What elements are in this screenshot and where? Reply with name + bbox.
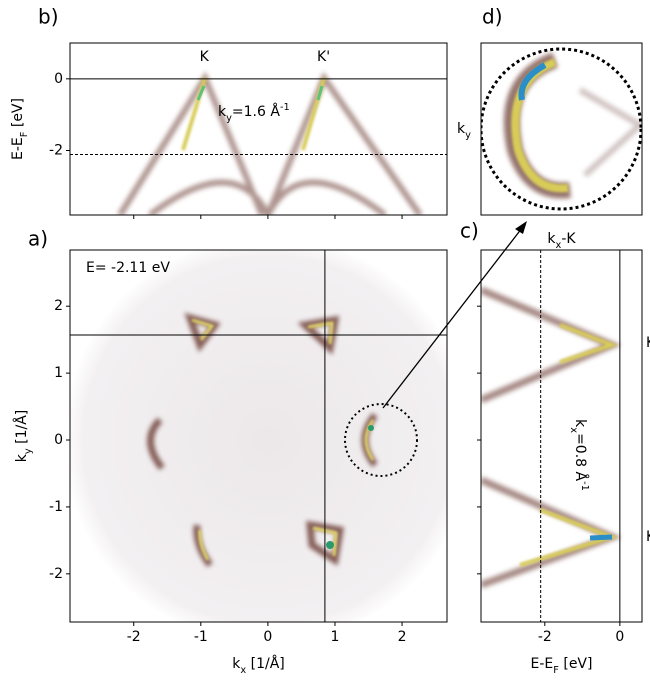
y-tick-label: 1 — [54, 365, 63, 381]
x-axis-label-part: F — [553, 665, 559, 676]
panel-label: c) — [460, 219, 479, 243]
y-tick-label: 0 — [54, 432, 63, 448]
annotation: E= -2.11 eV — [86, 260, 170, 276]
x-tick-label: -2 — [538, 629, 552, 645]
y-axis-label-part: E-E — [10, 137, 26, 160]
x-axis-label-part: E-E — [531, 656, 554, 672]
annotation-part: k — [572, 419, 588, 428]
annotation-part: E= -2.11 eV — [86, 260, 170, 276]
y-axis-label: ky — [457, 121, 471, 141]
x-axis-label-part: [eV] — [559, 656, 593, 672]
y-axis-label-part: k — [14, 453, 30, 462]
axes-frame — [480, 249, 643, 623]
intensity-a — [70, 250, 447, 622]
intensity-d — [481, 47, 642, 211]
x-axis-label-part: x — [240, 665, 246, 676]
point-label: K' — [646, 529, 650, 545]
annotation-part: k — [218, 104, 227, 120]
x-axis-label-part: x — [556, 240, 562, 251]
annotation: kx=0.8 Å-1 — [569, 419, 591, 491]
x-tick-label: 2 — [398, 629, 407, 645]
y-tick-label: -1 — [49, 499, 63, 515]
point-label: K' — [646, 335, 650, 351]
y-axis-label: E-EF [eV] — [10, 98, 30, 160]
y-axis-label-part: [eV] — [10, 98, 26, 132]
arrow — [382, 227, 523, 409]
annotation-part: =1.6 Å — [232, 103, 280, 120]
y-axis-label-part: [1/Å] — [13, 410, 30, 449]
axes-frame — [69, 42, 448, 216]
y-tick-label: 0 — [54, 71, 63, 87]
intensity-b — [117, 71, 423, 215]
x-axis-label-part: k — [232, 656, 241, 672]
annotation-part: -1 — [580, 481, 591, 491]
x-tick-label: -1 — [194, 629, 208, 645]
x-axis-label-part: k — [547, 231, 556, 247]
y-tick-label: -2 — [49, 143, 63, 159]
point-label: K — [200, 49, 210, 65]
y-tick-label: 2 — [54, 298, 63, 314]
panel-label: a) — [28, 227, 48, 251]
panel-label: d) — [482, 5, 503, 29]
x-axis-label: kx [1/Å] — [232, 655, 285, 676]
annotation-part: y — [226, 113, 232, 124]
x-tick-label: 1 — [331, 629, 340, 645]
y-tick-label: -2 — [49, 566, 63, 582]
annotation-part: -1 — [280, 102, 290, 113]
annotation-part: =0.8 Å — [572, 433, 589, 481]
y-axis-label-part: y — [465, 130, 471, 141]
point-label: K' — [317, 49, 330, 65]
x-tick-label: 0 — [615, 629, 624, 645]
y-axis-label: ky [1/Å] — [13, 410, 34, 463]
y-axis-label-part: F — [19, 131, 30, 137]
x-axis-label-part: -K — [561, 231, 576, 247]
x-axis-label: E-EF [eV] — [531, 656, 593, 676]
x-axis-label-part: [1/Å] — [246, 655, 285, 672]
panel-label: b) — [38, 5, 59, 29]
y-axis-label-part: y — [23, 448, 34, 454]
x-tick-label: 0 — [263, 629, 272, 645]
annotation: ky=1.6 Å-1 — [218, 102, 290, 124]
axes-frame — [69, 249, 448, 623]
axes-frame — [480, 42, 643, 216]
annotation-part: x — [569, 427, 580, 433]
x-axis-label: kx-K — [547, 231, 576, 251]
intensity-c — [481, 286, 622, 589]
y-axis-label-part: k — [457, 121, 466, 137]
arrow-head — [515, 221, 527, 234]
x-tick-label: -2 — [127, 629, 141, 645]
